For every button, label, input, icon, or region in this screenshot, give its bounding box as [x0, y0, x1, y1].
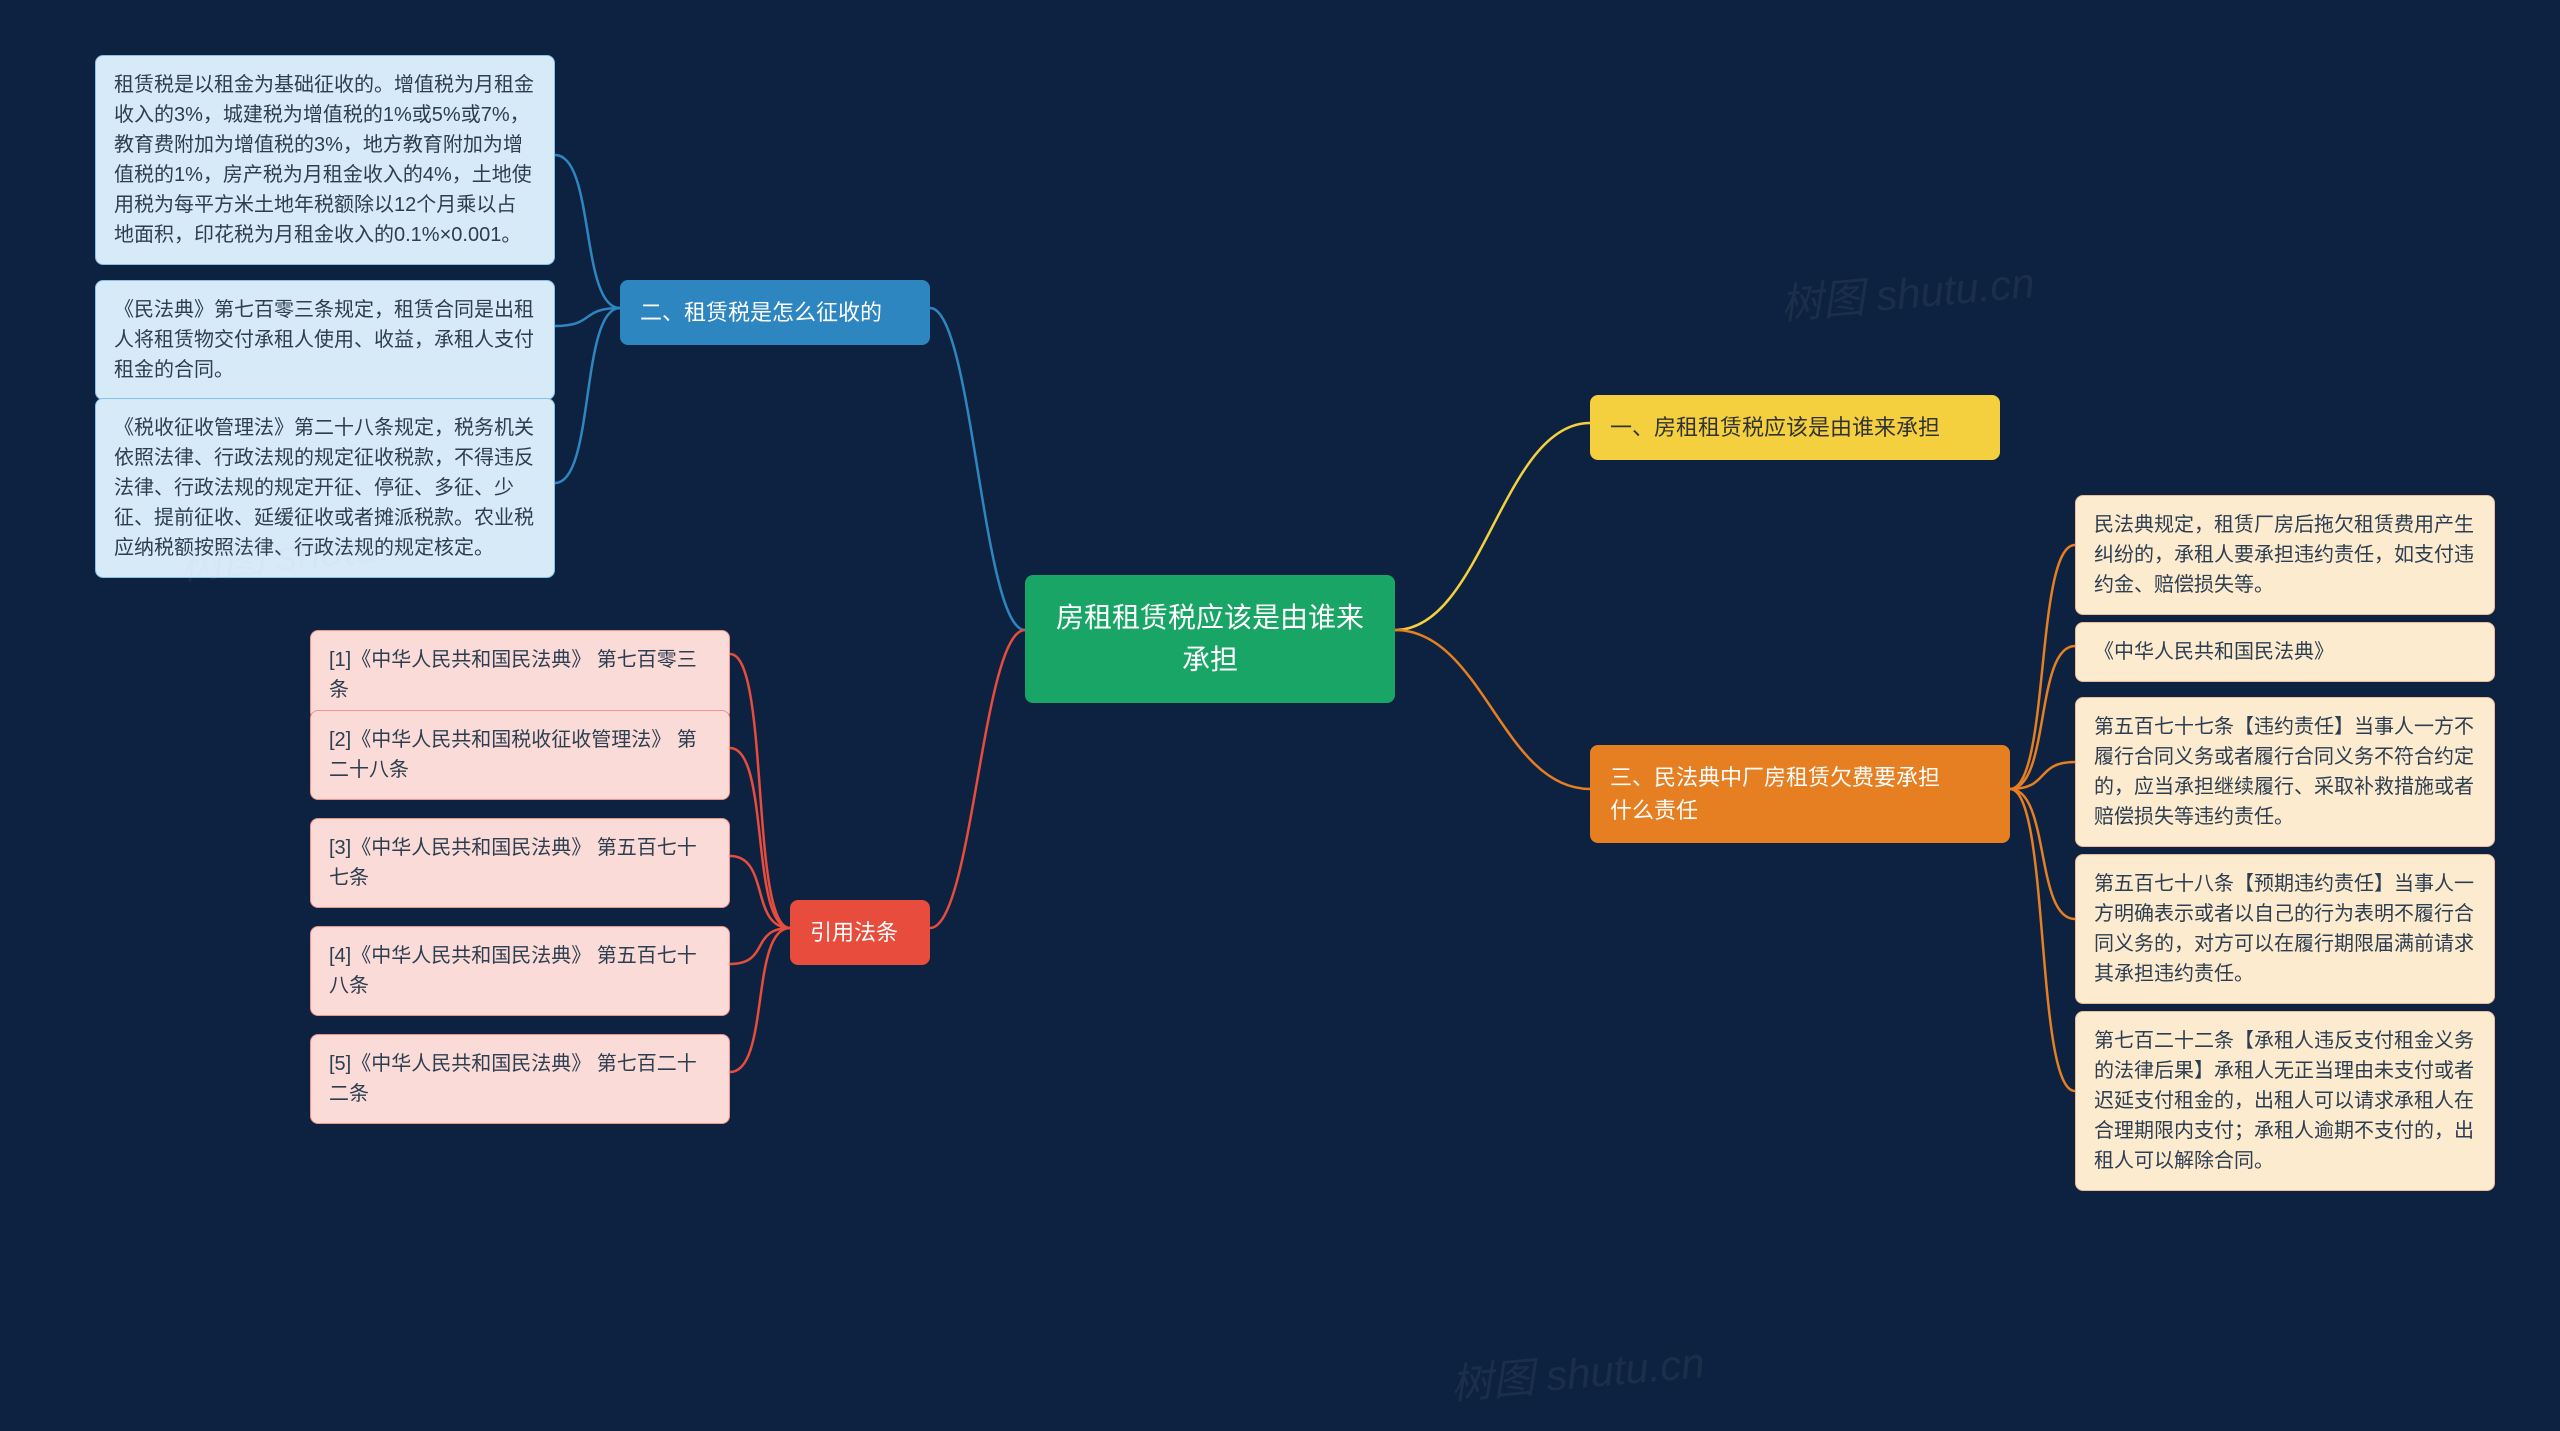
- orange-leaf-4-text: 第七百二十二条【承租人违反支付租金义务的法律后果】承租人无正当理由未支付或者迟延…: [2094, 1030, 2474, 1172]
- branch-yellow-label: 一、房租租赁税应该是由谁来承担: [1610, 415, 1940, 440]
- root-node[interactable]: 房租租赁税应该是由谁来 承担: [1025, 575, 1395, 703]
- orange-leaf-3-text: 第五百七十八条【预期违约责任】当事人一方明确表示或者以自己的行为表明不履行合同义…: [2094, 873, 2474, 985]
- blue-leaf-2-text: 《税收征收管理法》第二十八条规定，税务机关依照法律、行政法规的规定征收税款，不得…: [114, 417, 534, 559]
- red-leaf-1[interactable]: [2]《中华人民共和国税收征收管理法》 第二十八条: [310, 710, 730, 800]
- branch-red-label: 引用法条: [810, 920, 898, 945]
- branch-red[interactable]: 引用法条: [790, 900, 930, 965]
- blue-leaf-2[interactable]: 《税收征收管理法》第二十八条规定，税务机关依照法律、行政法规的规定征收税款，不得…: [95, 398, 555, 578]
- watermark: 树图 shutu.cn: [1448, 1329, 1707, 1412]
- orange-leaf-3[interactable]: 第五百七十八条【预期违约责任】当事人一方明确表示或者以自己的行为表明不履行合同义…: [2075, 854, 2495, 1004]
- blue-leaf-1-text: 《民法典》第七百零三条规定，租赁合同是出租人将租赁物交付承租人使用、收益，承租人…: [114, 299, 534, 381]
- watermark-text: 树图 shutu.cn: [1779, 259, 2037, 328]
- orange-leaf-0[interactable]: 民法典规定，租赁厂房后拖欠租赁费用产生纠纷的，承租人要承担违约责任，如支付违约金…: [2075, 495, 2495, 615]
- branch-orange[interactable]: 三、民法典中厂房租赁欠费要承担 什么责任: [1590, 745, 2010, 843]
- red-leaf-3[interactable]: [4]《中华人民共和国民法典》 第五百七十八条: [310, 926, 730, 1016]
- orange-leaf-4[interactable]: 第七百二十二条【承租人违反支付租金义务的法律后果】承租人无正当理由未支付或者迟延…: [2075, 1011, 2495, 1191]
- red-leaf-4-text: [5]《中华人民共和国民法典》 第七百二十二条: [329, 1053, 697, 1105]
- red-leaf-3-text: [4]《中华人民共和国民法典》 第五百七十八条: [329, 945, 697, 997]
- blue-leaf-0-text: 租赁税是以租金为基础征收的。增值税为月租金收入的3%，城建税为增值税的1%或5%…: [114, 74, 534, 246]
- branch-orange-label-line2: 什么责任: [1610, 798, 1698, 823]
- branch-blue[interactable]: 二、租赁税是怎么征收的: [620, 280, 930, 345]
- red-leaf-2-text: [3]《中华人民共和国民法典》 第五百七十七条: [329, 837, 697, 889]
- orange-leaf-2-text: 第五百七十七条【违约责任】当事人一方不履行合同义务或者履行合同义务不符合约定的，…: [2094, 716, 2474, 828]
- blue-leaf-1[interactable]: 《民法典》第七百零三条规定，租赁合同是出租人将租赁物交付承租人使用、收益，承租人…: [95, 280, 555, 400]
- orange-leaf-1-text: 《中华人民共和国民法典》: [2094, 641, 2334, 663]
- orange-leaf-0-text: 民法典规定，租赁厂房后拖欠租赁费用产生纠纷的，承租人要承担违约责任，如支付违约金…: [2094, 514, 2474, 596]
- red-leaf-0[interactable]: [1]《中华人民共和国民法典》 第七百零三条: [310, 630, 730, 720]
- red-leaf-4[interactable]: [5]《中华人民共和国民法典》 第七百二十二条: [310, 1034, 730, 1124]
- blue-leaf-0[interactable]: 租赁税是以租金为基础征收的。增值税为月租金收入的3%，城建税为增值税的1%或5%…: [95, 55, 555, 265]
- watermark-text: 树图 shutu.cn: [1449, 1339, 1707, 1408]
- red-leaf-2[interactable]: [3]《中华人民共和国民法典》 第五百七十七条: [310, 818, 730, 908]
- red-leaf-1-text: [2]《中华人民共和国税收征收管理法》 第二十八条: [329, 729, 697, 781]
- root-text-line1: 房租租赁税应该是由谁来: [1056, 602, 1364, 633]
- red-leaf-0-text: [1]《中华人民共和国民法典》 第七百零三条: [329, 649, 697, 701]
- root-text-line2: 承担: [1182, 644, 1238, 675]
- branch-blue-label: 二、租赁税是怎么征收的: [640, 300, 882, 325]
- branch-yellow[interactable]: 一、房租租赁税应该是由谁来承担: [1590, 395, 2000, 460]
- orange-leaf-2[interactable]: 第五百七十七条【违约责任】当事人一方不履行合同义务或者履行合同义务不符合约定的，…: [2075, 697, 2495, 847]
- orange-leaf-1[interactable]: 《中华人民共和国民法典》: [2075, 622, 2495, 682]
- watermark: 树图 shutu.cn: [1778, 249, 2037, 332]
- branch-orange-label-line1: 三、民法典中厂房租赁欠费要承担: [1610, 765, 1940, 790]
